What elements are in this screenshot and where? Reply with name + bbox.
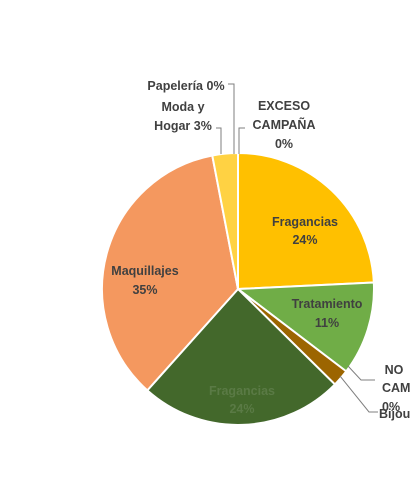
label-tratamiento-name: Tratamiento xyxy=(292,297,363,311)
leader-line-exceso xyxy=(238,127,245,154)
label-tratamiento-value: 11% xyxy=(315,316,339,330)
leader-line-bijou xyxy=(339,375,378,413)
label-no-campana-value: 0% xyxy=(382,400,400,414)
label-no-campana-line1: NO xyxy=(385,363,404,377)
label-fragancias-2-name: Fragancias xyxy=(209,384,275,398)
leader-line-moda xyxy=(216,127,222,154)
label-papeleria: Papelería 0% xyxy=(147,79,224,93)
label-exceso-line1: EXCESO xyxy=(258,99,310,113)
label-exceso-value: 0% xyxy=(275,137,293,151)
pie-slice-maquillajes-5 xyxy=(101,154,239,392)
label-no-campana-line2: CAMPAÑA xyxy=(382,380,410,395)
label-fragancias-2-value: 24% xyxy=(229,402,254,416)
label-maquillajes-value: 35% xyxy=(132,283,157,297)
pie-slice-tratamiento-1 xyxy=(237,281,375,373)
label-moda-line2: Hogar 3% xyxy=(154,119,212,133)
pie-slices xyxy=(101,152,375,426)
label-maquillajes-name: Maquillajes xyxy=(111,264,178,278)
leader-line-no-campana xyxy=(347,365,375,381)
label-bijou: Bijou xyxy=(379,407,410,421)
pie-slice-fragancias-4 xyxy=(146,288,336,426)
label-fragancias-1-value: 24% xyxy=(292,233,317,247)
label-fragancias-1-name: Fragancias xyxy=(272,215,338,229)
leader-line-papeleria xyxy=(228,83,235,154)
leader-lines xyxy=(216,83,378,413)
pie-slice-moda-y-hogar-6 xyxy=(211,152,239,290)
pie-slice-fragancias-0 xyxy=(237,152,375,290)
label-exceso-line2: CAMPAÑA xyxy=(253,117,316,132)
label-moda-line1: Moda y xyxy=(161,100,204,114)
